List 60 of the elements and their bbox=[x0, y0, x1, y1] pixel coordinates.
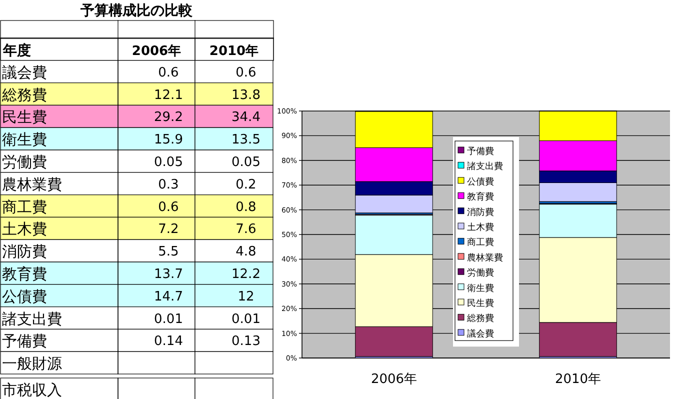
legend-label: 衛生費 bbox=[467, 282, 494, 294]
legend-label: 消防費 bbox=[467, 206, 494, 218]
cell-label: 0.2 bbox=[236, 177, 256, 192]
y-tick-label: 民生費 bbox=[2, 108, 47, 126]
cell-label: 15.9 bbox=[154, 132, 183, 148]
chart-title: 予算構成比の比較 bbox=[80, 3, 194, 19]
cell-label: 13.5 bbox=[232, 132, 260, 148]
y-tick-label: 衛生費 bbox=[2, 130, 47, 149]
cell-label: 0.6 bbox=[158, 200, 179, 215]
legend-label: 商工費 bbox=[467, 237, 494, 248]
x-tick-label: 2006年 bbox=[132, 44, 182, 59]
x-tick-label: 2010年 bbox=[554, 372, 602, 387]
y-tick-label: 農林業費 bbox=[2, 175, 62, 194]
y-tick-label: 議会費 bbox=[2, 63, 47, 82]
y-tick-label: 公債費 bbox=[2, 287, 47, 306]
cell-label: 29.2 bbox=[154, 110, 183, 126]
legend-label: 民生費 bbox=[467, 298, 494, 309]
cell-label: 0.05 bbox=[154, 155, 183, 170]
y-tick-label: 商工費 bbox=[2, 198, 47, 216]
cell-label: 0.14 bbox=[154, 334, 183, 350]
y-tick-label: 市税収入 bbox=[2, 381, 62, 399]
legend-label: 総務費 bbox=[466, 313, 494, 324]
cell-label: 12 bbox=[238, 289, 254, 304]
cell-label: 12.2 bbox=[232, 267, 260, 282]
cell-label: 12.1 bbox=[154, 88, 183, 103]
y-tick-label: 予備費 bbox=[2, 332, 47, 350]
cell-label: 14.7 bbox=[154, 289, 183, 304]
cell-label: 0.8 bbox=[236, 200, 256, 215]
cell-label: 34.4 bbox=[232, 110, 260, 126]
y-tick-label: 教育費 bbox=[2, 265, 47, 283]
cell-label: 13.7 bbox=[154, 267, 183, 282]
legend-label: 土木費 bbox=[467, 222, 494, 233]
legend-label: 労働費 bbox=[467, 268, 494, 279]
y-tick-label: 一般財源 bbox=[2, 354, 62, 373]
legend-label: 教育費 bbox=[467, 192, 494, 203]
cell-label: 13.8 bbox=[232, 88, 260, 103]
x-tick-label: 2010年 bbox=[209, 44, 259, 59]
y-tick-label: 総務費 bbox=[1, 86, 47, 104]
cell-label: 7.6 bbox=[236, 222, 256, 238]
cell-label: 5.5 bbox=[158, 244, 179, 260]
legend-label: 議会費 bbox=[467, 328, 494, 340]
legend-label: 農林業費 bbox=[467, 252, 503, 264]
x-tick-label: 2006年 bbox=[370, 372, 418, 387]
cell-label: 0.3 bbox=[158, 177, 179, 192]
y-axis-title: 年度 bbox=[2, 42, 31, 59]
cell-label: 4.8 bbox=[236, 244, 256, 260]
y-tick-label: 消防費 bbox=[2, 242, 47, 261]
cell-label: 0.6 bbox=[236, 65, 256, 80]
cell-label: 0.13 bbox=[232, 334, 260, 350]
cell-label: 0.05 bbox=[232, 155, 260, 170]
y-tick-label: 土木費 bbox=[2, 220, 47, 238]
cell-label: 0.01 bbox=[232, 312, 260, 327]
cell-label: 7.2 bbox=[158, 222, 179, 238]
y-tick-label: 諸支出費 bbox=[2, 310, 62, 328]
legend-label: 予備費 bbox=[467, 146, 494, 157]
y-tick-label: 労働費 bbox=[2, 153, 47, 171]
legend-label: 諸支出費 bbox=[467, 161, 503, 172]
legend-label: 公債費 bbox=[467, 176, 494, 188]
cell-label: 0.6 bbox=[158, 65, 179, 80]
cell-label: 0.01 bbox=[154, 312, 183, 327]
